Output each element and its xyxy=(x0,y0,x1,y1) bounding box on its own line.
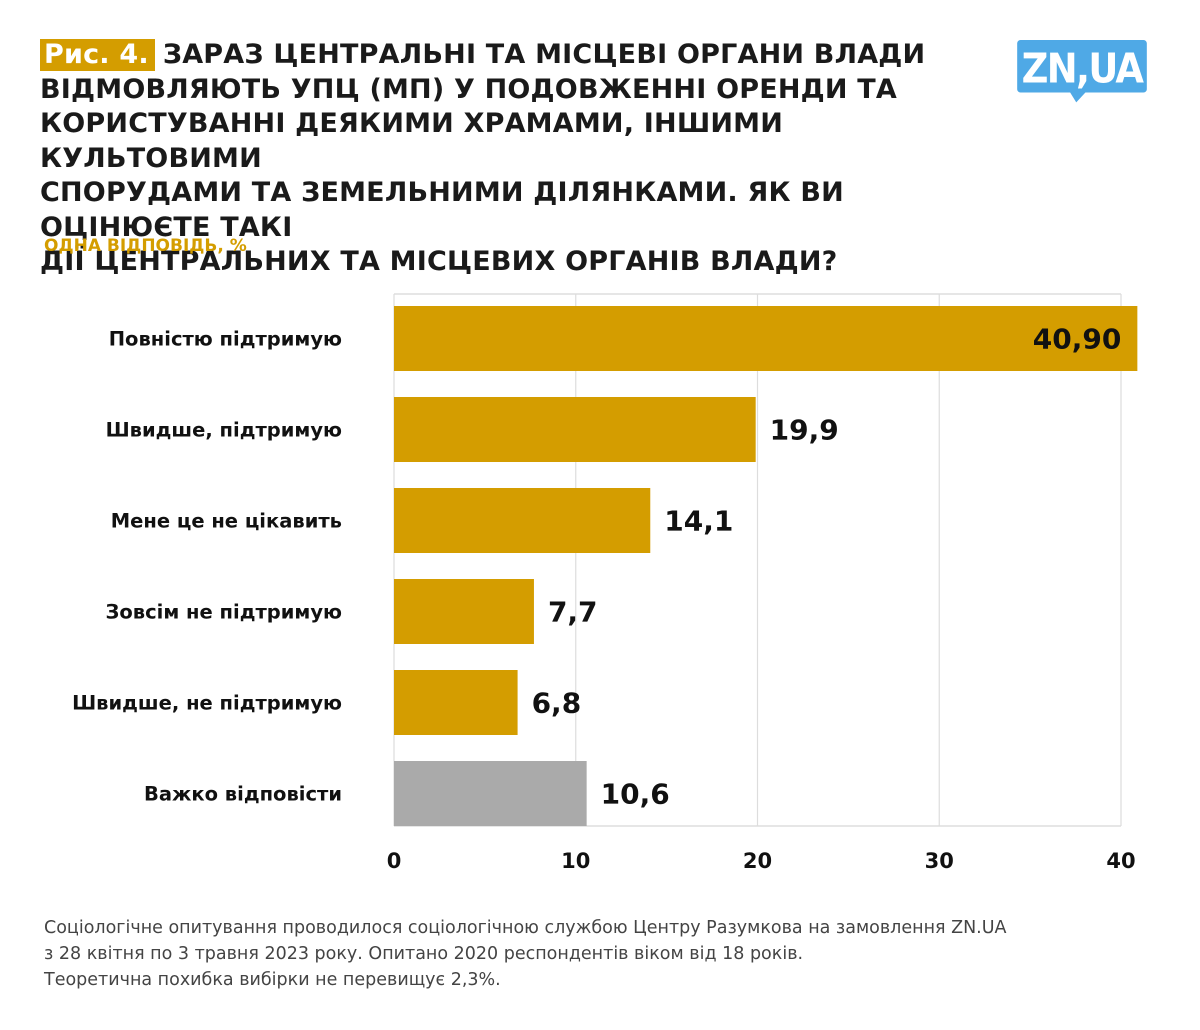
footnote-line-2: з 28 квітня по 3 травня 2023 року. Опита… xyxy=(44,944,804,964)
category-labels: Повністю підтримую Швидше, підтримую Мене … xyxy=(72,328,342,806)
category-label: Важко відповісти xyxy=(144,783,342,806)
bar xyxy=(394,397,756,462)
x-tick-label: 20 xyxy=(743,849,772,873)
title-line-3: КОРИСТУВАННІ ДЕЯКИМИ ХРАМАМИ, ІНШИМИ КУЛ… xyxy=(40,108,784,174)
title-block: Рис. 4. ЗАРАЗ ЦЕНТРАЛЬНІ ТА МІСЦЕВІ ОРГАН… xyxy=(40,38,1000,280)
title-line-4: СПОРУДАМИ ТА ЗЕМЕЛЬНИМИ ДІЛЯНКАМИ. ЯК ВИ… xyxy=(40,177,844,243)
footnote: Соціологічне опитування проводилося соці… xyxy=(44,915,1007,993)
bar xyxy=(394,488,651,553)
logo-bubble-tail xyxy=(1069,91,1087,103)
title-line-2: ВІДМОВЛЯЮТЬ УПЦ (МП) У ПОДОВЖЕННІ ОРЕНДИ… xyxy=(40,73,898,105)
chart-subtitle: ОДНА ВІДПОВІДЬ, % xyxy=(44,236,247,256)
category-label: Швидше, підтримую xyxy=(106,419,342,442)
bar xyxy=(394,306,1138,371)
category-label: Швидше, не підтримую xyxy=(72,692,342,715)
category-label: Повністю підтримую xyxy=(109,328,342,351)
x-tick-label: 30 xyxy=(925,849,954,873)
logo-background xyxy=(1017,40,1147,93)
value-label: 40,90 xyxy=(1033,323,1122,356)
chart-title: Рис. 4. ЗАРАЗ ЦЕНТРАЛЬНІ ТА МІСЦЕВІ ОРГАН… xyxy=(40,38,1000,280)
footnote-line-3: Теоретична похибка вибірки не перевищує … xyxy=(44,970,501,990)
figure-badge: Рис. 4. xyxy=(40,39,155,71)
x-tick-label: 40 xyxy=(1106,849,1135,873)
bar xyxy=(394,761,587,826)
x-tick-label: 10 xyxy=(561,849,590,873)
bars xyxy=(394,306,1138,826)
value-labels: 40,90 19,9 14,1 7,7 6,8 10,6 xyxy=(532,323,1122,811)
x-axis-ticks: 0 10 20 30 40 xyxy=(387,849,1136,873)
grid-lines xyxy=(393,293,1122,827)
bar xyxy=(394,670,518,735)
logo-text: ZN,UA xyxy=(1022,45,1145,93)
x-tick-label: 0 xyxy=(387,849,402,873)
category-label: Мене це не цікавить xyxy=(111,510,342,533)
value-label: 19,9 xyxy=(770,414,839,447)
value-label: 7,7 xyxy=(548,596,598,629)
category-label: Зовсім не підтримую xyxy=(106,601,343,624)
value-label: 10,6 xyxy=(601,778,670,811)
title-line-1: ЗАРАЗ ЦЕНТРАЛЬНІ ТА МІСЦЕВІ ОРГАНИ ВЛАДИ xyxy=(162,39,926,70)
value-label: 6,8 xyxy=(532,687,582,720)
footnote-line-1: Соціологічне опитування проводилося соці… xyxy=(44,918,1007,938)
title-line-5: ДІЇ ЦЕНТРАЛЬНИХ ТА МІСЦЕВИХ ОРГАНІВ ВЛАД… xyxy=(40,246,838,277)
zn-ua-logo-icon: ZN,UA xyxy=(1017,40,1147,103)
value-label: 14,1 xyxy=(664,505,733,538)
bar-chart: Повністю підтримую Швидше, підтримую Мене … xyxy=(72,293,1138,873)
bar xyxy=(394,579,534,644)
